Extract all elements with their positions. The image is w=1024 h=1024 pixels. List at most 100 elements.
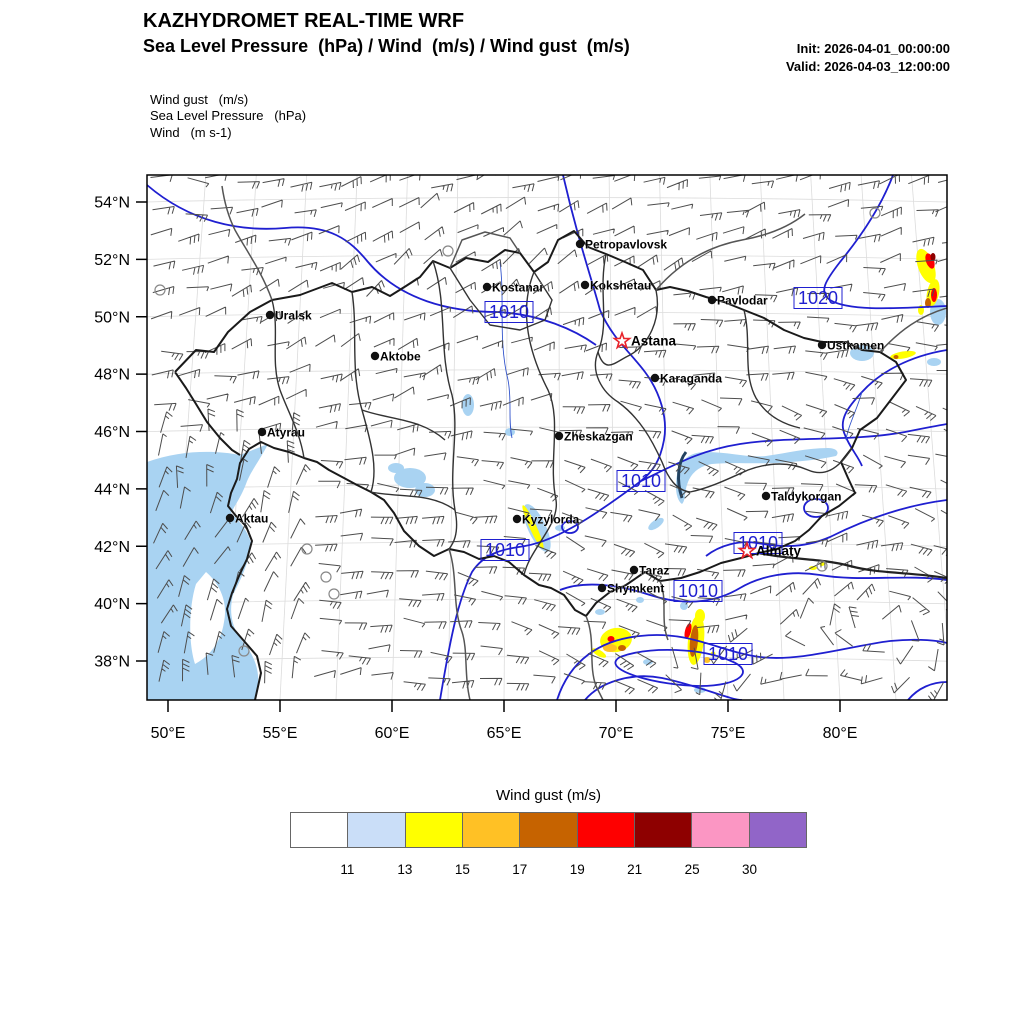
pressure-label-box — [703, 643, 753, 665]
lat-tick-label: 52°N — [94, 252, 130, 269]
gust-patch-red — [607, 636, 615, 642]
wind-barbs — [150, 175, 947, 700]
gust-patch-lightblue — [595, 609, 605, 615]
foreign-borders — [221, 185, 947, 700]
colorbar-cell — [404, 813, 462, 847]
contour-1010 — [562, 175, 666, 482]
pressure-label-box — [480, 539, 530, 561]
lat-tick-label: 44°N — [94, 481, 130, 498]
city-label: Uralsk — [275, 309, 312, 323]
city-label: Atyrau — [267, 426, 305, 440]
contour-south — [559, 572, 947, 603]
lon-tick-label: 80°E — [823, 725, 858, 742]
city-label: Aktobe — [380, 350, 421, 364]
gust-patch-yellow — [695, 609, 705, 623]
contour-small-loop — [561, 520, 579, 534]
gust-patch-yellow — [916, 248, 936, 284]
pressure-label: 1010 — [485, 540, 525, 560]
city-dot-marker — [512, 514, 522, 524]
city-label: Taldykorgan — [771, 490, 841, 504]
city-label: Karaganda — [660, 372, 722, 386]
contour-loop — [614, 648, 744, 687]
lat-tick-label: 48°N — [94, 367, 130, 384]
lon-tick-label: 70°E — [599, 725, 634, 742]
contour-east — [841, 349, 947, 467]
borders — [174, 185, 947, 700]
kazakhstan-border — [174, 230, 907, 700]
gust-patch-gold — [603, 644, 617, 652]
gust-patch-orange — [618, 645, 626, 651]
contour-1020 — [823, 175, 947, 310]
city-label: Ustkamen — [827, 339, 884, 353]
graticule — [147, 175, 947, 700]
station-circles — [154, 207, 881, 657]
colorbar-ticks: 11 13 15 17 19 21 25 30 — [290, 862, 807, 884]
pressure-label-box — [616, 470, 666, 492]
lat-tick-label: 54°N — [94, 195, 130, 212]
gust-patch-lightblue — [388, 463, 404, 473]
gust-patch-orange — [925, 298, 931, 308]
legend-slp: Sea Level Pressure (hPa) — [150, 108, 307, 124]
lon-tick-label: 55°E — [263, 725, 298, 742]
pressure-label: 1010 — [678, 581, 718, 601]
contour-corner — [907, 681, 947, 700]
pressure-label-box — [793, 287, 843, 309]
map-frame — [146, 174, 948, 701]
pressure-label-box — [733, 532, 783, 554]
city-dot-marker — [257, 427, 267, 437]
gust-patch-lightblue — [462, 394, 474, 416]
contour-small-loop — [803, 498, 829, 518]
colorbar-cell — [691, 813, 749, 847]
city-dot-marker — [482, 282, 492, 292]
gust-patch-lightblue — [927, 358, 941, 366]
colorbar-tick-label: 25 — [684, 862, 700, 877]
map-axes: 54°N 52°N 50°N 48°N 46°N 44°N 42°N 40°N 38°N 50°E… — [94, 195, 857, 743]
colorbar-tick-label: 17 — [512, 862, 528, 877]
city-dot-marker — [580, 280, 590, 290]
gust-patch-yellow — [809, 566, 817, 570]
city-dot-marker — [761, 491, 771, 501]
city-label: Almaty — [756, 544, 802, 559]
colorbar-cells — [290, 812, 807, 848]
city-dot-marker — [650, 373, 660, 383]
city-star-marker — [612, 330, 632, 350]
gust-patch-orange — [893, 355, 899, 359]
colorbar: Wind gust (m/s) 11 13 15 17 19 21 25 30 — [290, 787, 807, 884]
city-label: Kostanai — [492, 281, 543, 295]
oblast-borders — [271, 253, 853, 576]
gust-patch-orange — [689, 625, 699, 657]
city-label: Kokshetau — [590, 279, 651, 293]
city-label: Kyzylorda — [522, 513, 580, 527]
lon-tick-label: 75°E — [711, 725, 746, 742]
lat-tick-label: 50°N — [94, 309, 130, 326]
pressure-label: 1020 — [798, 288, 838, 308]
pressure-label: 1010 — [621, 471, 661, 491]
init-time: Init: 2026-04-01_00:00:00 — [796, 41, 950, 56]
layer-legend: Wind gust (m/s) Sea Level Pressure (hPa)… — [150, 92, 306, 141]
colorbar-tick-label: 30 — [742, 862, 758, 877]
page-subtitle: Sea Level Pressure (hPa) / Wind (m/s) / … — [143, 36, 630, 56]
colorbar-cell — [347, 813, 405, 847]
pressure-label: 1010 — [708, 644, 748, 664]
city-markers: Petropavlovsk Kostanai Kokshetau Pavlodar Ur… — [225, 237, 885, 596]
pressure-label-box — [673, 580, 723, 602]
city-label: Shymkent — [607, 582, 664, 596]
gust-patch-yellow — [522, 505, 544, 549]
gust-patch-lightblue — [394, 468, 426, 488]
city-dot-marker — [225, 513, 235, 523]
gust-patch-lightblue — [505, 428, 515, 436]
colorbar-tick-label: 19 — [569, 862, 585, 877]
pressure-label-box — [484, 301, 534, 323]
city-label: Taraz — [639, 564, 669, 578]
lat-tick-label: 42°N — [94, 539, 130, 556]
lon-tick-label: 65°E — [487, 725, 522, 742]
lake-balkhash — [675, 448, 838, 504]
valid-time: Valid: 2026-04-03_12:00:00 — [785, 58, 950, 74]
lat-tick-label: 40°N — [94, 596, 130, 613]
colorbar-tick-label: 11 — [340, 862, 355, 877]
contour-south2 — [556, 634, 947, 700]
lat-tick-label: 38°N — [94, 654, 130, 671]
city-dot-marker — [370, 351, 380, 361]
contour-almaty — [705, 499, 947, 557]
